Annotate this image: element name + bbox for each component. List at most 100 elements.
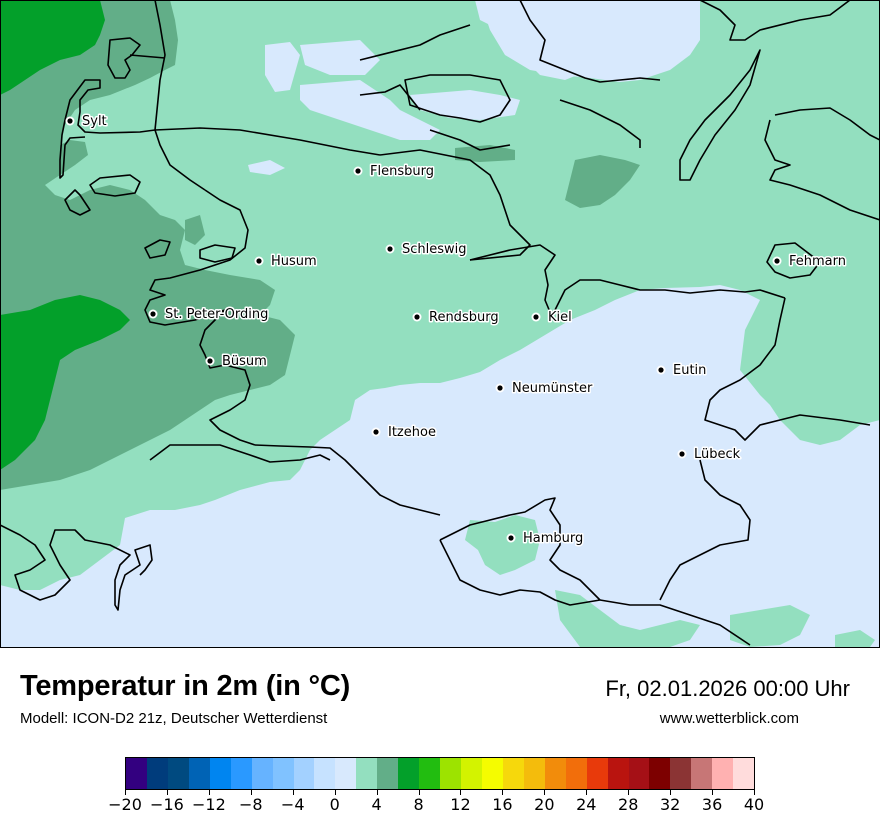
city-label: Sylt bbox=[82, 114, 107, 129]
city-label: St. Peter-Ording bbox=[165, 307, 268, 322]
colorbar-segment bbox=[398, 758, 420, 789]
colorbar-tick bbox=[670, 790, 672, 795]
colorbar-segment bbox=[440, 758, 461, 789]
city-dot-icon bbox=[679, 451, 685, 457]
colorbar-tick-label: 28 bbox=[618, 795, 639, 814]
band-4-6-patch bbox=[185, 215, 205, 245]
band-0-2-north bbox=[300, 80, 440, 140]
colorbar-segment bbox=[377, 758, 399, 789]
colorbar-segment bbox=[126, 758, 147, 789]
colorbar-tick bbox=[125, 790, 126, 795]
city-dot-icon bbox=[387, 246, 393, 252]
colorbar-tick-label: 12 bbox=[450, 795, 471, 814]
city-dot-icon bbox=[207, 358, 213, 364]
colorbar-tick bbox=[208, 790, 210, 795]
colorbar-segment bbox=[628, 758, 650, 789]
colorbar-tick bbox=[754, 790, 755, 795]
city-label: Lübeck bbox=[694, 447, 741, 462]
city-marker: Hamburg bbox=[506, 530, 585, 548]
city-marker: Neumünster bbox=[495, 380, 594, 398]
city-marker: Flensburg bbox=[353, 163, 435, 181]
colorbar-tick-label: −20 bbox=[108, 795, 142, 814]
colorbar-tick bbox=[334, 790, 336, 795]
city-label: Hamburg bbox=[523, 531, 583, 546]
band-2-4-hamburg bbox=[465, 515, 540, 575]
band-0-2-north bbox=[410, 90, 520, 120]
colorbar-segment bbox=[314, 758, 336, 789]
city-label: Husum bbox=[271, 254, 317, 269]
colorbar-tick-label: −12 bbox=[191, 795, 226, 814]
band-4-6-patch bbox=[565, 155, 640, 208]
colorbar-segment bbox=[230, 758, 252, 789]
band-6-8 bbox=[0, 295, 130, 470]
city-marker: St. Peter-Ording bbox=[148, 306, 270, 324]
valid-datetime: Fr, 02.01.2026 00:00 Uhr bbox=[605, 676, 850, 701]
band-0-2-north bbox=[300, 40, 380, 75]
colorbar-segment bbox=[335, 758, 357, 789]
band-4-6 bbox=[0, 0, 295, 490]
colorbar-segment bbox=[419, 758, 441, 789]
colorbar-segment bbox=[649, 758, 671, 789]
city-dot-icon bbox=[658, 367, 664, 373]
band-2-4-south bbox=[555, 590, 700, 647]
city-dot-icon bbox=[508, 535, 514, 541]
colorbar-tick bbox=[502, 790, 504, 795]
colorbar-segment bbox=[670, 758, 692, 789]
colorbar-tick bbox=[628, 790, 630, 795]
colorbar-tick bbox=[586, 790, 588, 795]
city-marker: Itzehoe bbox=[371, 424, 437, 442]
website-link[interactable]: www.wetterblick.com bbox=[659, 710, 799, 727]
colorbar-tick bbox=[418, 790, 420, 795]
city-label: Schleswig bbox=[402, 242, 467, 257]
colorbar-tick bbox=[250, 790, 252, 795]
colorbar-segment bbox=[251, 758, 273, 789]
city-marker: Husum bbox=[254, 253, 318, 271]
colorbar-segment bbox=[691, 758, 713, 789]
city-dot-icon bbox=[355, 168, 361, 174]
colorbar-tick-label: 0 bbox=[329, 795, 340, 814]
colorbar-tick-label: 40 bbox=[743, 795, 765, 814]
colorbar-tick bbox=[712, 790, 714, 795]
colorbar-segment bbox=[502, 758, 524, 789]
colorbar-ticks: −20 −16 −12 −8 −4 0 4 8 12 16 20 24 28 32 36 40 bbox=[108, 790, 764, 830]
city-dot-icon bbox=[256, 258, 262, 264]
colorbar-tick-label: 32 bbox=[659, 795, 681, 814]
colorbar-segment bbox=[544, 758, 566, 789]
colorbar-tick bbox=[544, 790, 546, 795]
colorbar-segment bbox=[188, 758, 210, 789]
city-label: Flensburg bbox=[370, 164, 434, 179]
city-marker: Büsum bbox=[205, 353, 268, 371]
city-marker: Fehmarn bbox=[772, 253, 848, 271]
city-dot-icon bbox=[414, 314, 420, 320]
colorbar-segment bbox=[586, 758, 608, 789]
city-marker: Kiel bbox=[531, 309, 573, 327]
colorbar-tick-label: −4 bbox=[280, 795, 305, 814]
colorbar-segment bbox=[461, 758, 482, 789]
city-label: Büsum bbox=[222, 354, 267, 369]
model-subtitle: Modell: ICON-D2 21z, Deutscher Wetterdie… bbox=[20, 710, 328, 727]
colorbar-segment bbox=[167, 758, 189, 789]
colorbar-tick bbox=[376, 790, 378, 795]
city-marker: Eutin bbox=[656, 362, 708, 380]
colorbar-tick-label: 36 bbox=[701, 795, 723, 814]
city-markers: Sylt Flensburg Schleswig Husum Fehmarn St. Pe… bbox=[65, 113, 848, 548]
city-dot-icon bbox=[497, 385, 503, 391]
city-label: Itzehoe bbox=[388, 425, 436, 440]
city-label: Kiel bbox=[548, 310, 572, 325]
band-0-2-north bbox=[265, 42, 300, 92]
temperature-map: Sylt Flensburg Schleswig Husum Fehmarn St. Pe… bbox=[0, 0, 880, 648]
city-dot-icon bbox=[774, 258, 780, 264]
colorbar-tick-label: 8 bbox=[413, 795, 424, 814]
city-dot-icon bbox=[150, 311, 156, 317]
city-marker: Lübeck bbox=[677, 446, 742, 464]
city-label: Neumünster bbox=[512, 381, 593, 396]
coastlines bbox=[0, 0, 880, 646]
band-2-4-south bbox=[730, 605, 810, 647]
colorbar-segment bbox=[481, 758, 503, 789]
band-0-2-north bbox=[480, 0, 700, 82]
chart-title: Temperatur in 2m (in °C) bbox=[20, 670, 351, 702]
colorbar-tick-label: 4 bbox=[371, 795, 382, 814]
colorbar-segment bbox=[565, 758, 587, 789]
band-2-4-south bbox=[835, 630, 875, 647]
colorbar-segment bbox=[293, 758, 315, 789]
